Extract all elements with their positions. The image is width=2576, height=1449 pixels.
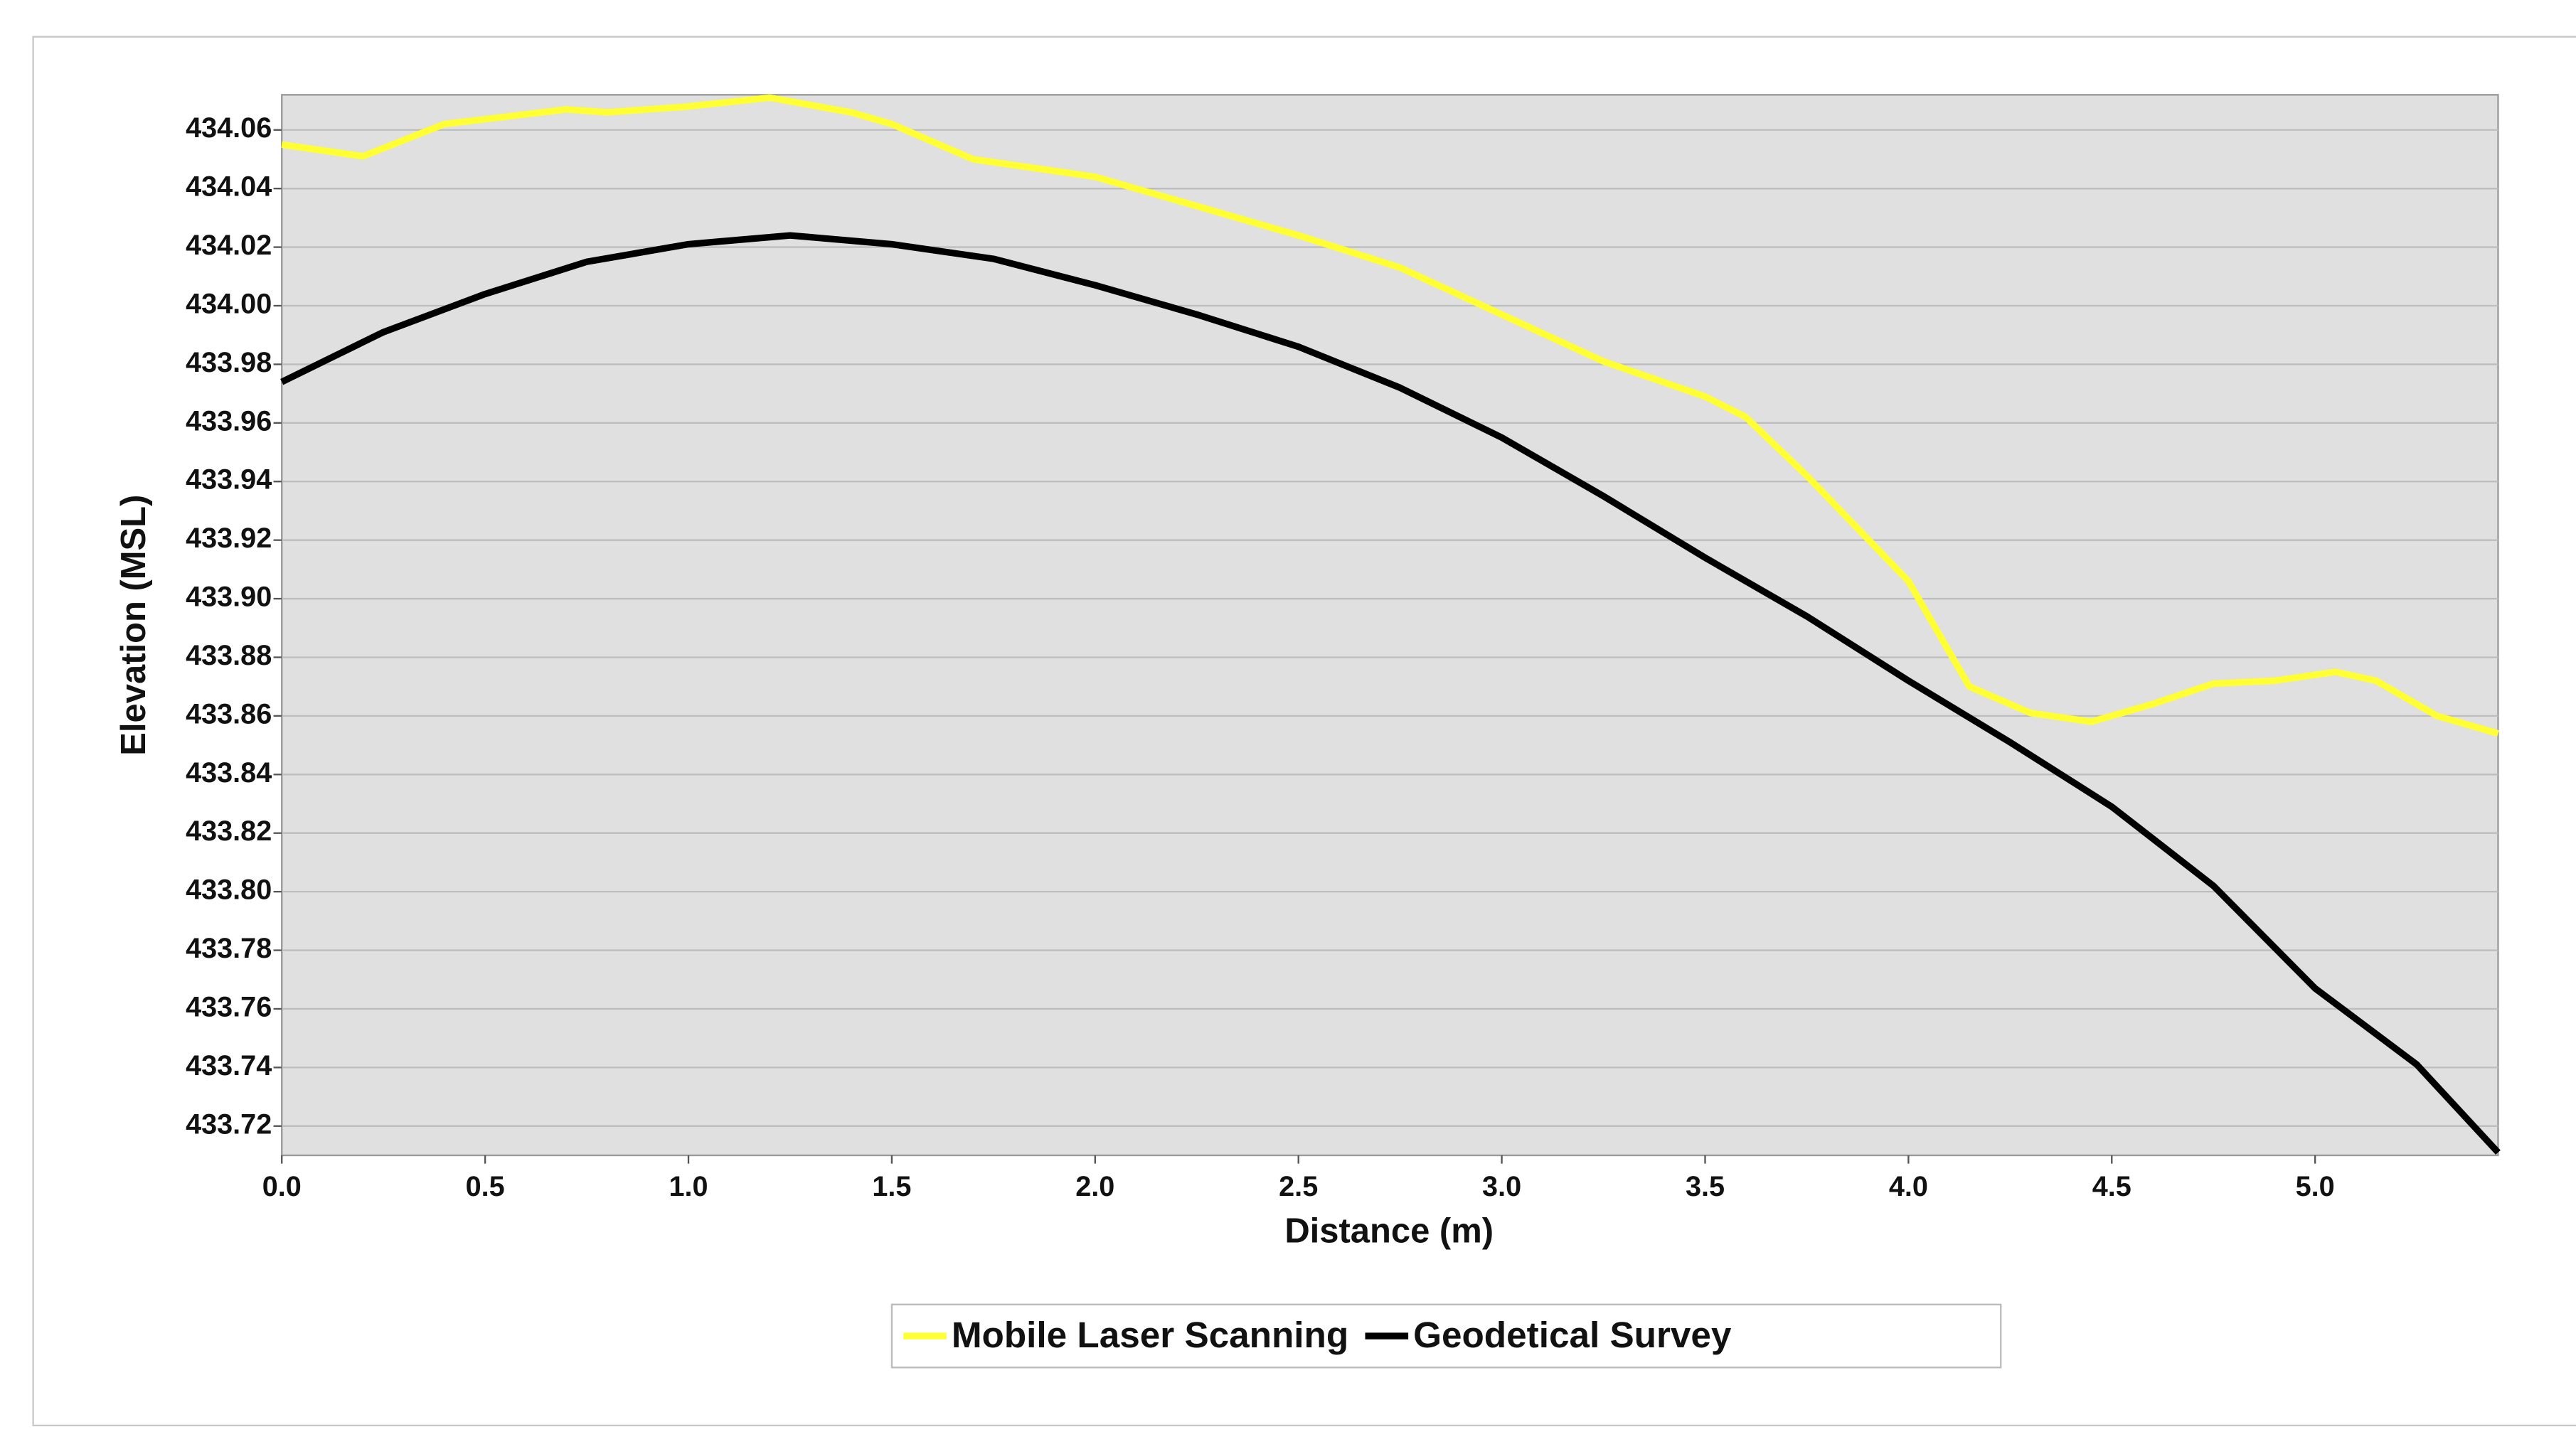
x-tick-label: 0.0 xyxy=(262,1171,302,1202)
x-tick-label: 2.0 xyxy=(1075,1171,1114,1202)
x-axis-label: Distance (m) xyxy=(1284,1212,1494,1250)
x-tick-label: 1.5 xyxy=(872,1171,911,1202)
y-tick-label: 434.06 xyxy=(186,112,272,144)
y-tick-label: 433.78 xyxy=(186,933,272,964)
x-tick-label: 0.5 xyxy=(466,1171,505,1202)
x-tick-label: 1.0 xyxy=(669,1171,708,1202)
legend-label: Mobile Laser Scanning xyxy=(952,1315,1348,1355)
y-tick-label: 433.84 xyxy=(186,757,272,788)
y-tick-label: 433.80 xyxy=(186,875,272,906)
y-tick-label: 433.92 xyxy=(186,523,272,554)
y-tick-label: 433.94 xyxy=(186,464,272,496)
y-tick-label: 433.98 xyxy=(186,347,272,378)
legend xyxy=(890,1303,2002,1369)
x-tick-label: 5.0 xyxy=(2296,1171,2335,1202)
x-tick-label: 3.0 xyxy=(1482,1171,1521,1202)
legend-label: Geodetical Survey xyxy=(1413,1315,1732,1355)
y-tick-label: 434.00 xyxy=(186,288,272,319)
x-tick-label: 4.0 xyxy=(1889,1171,1928,1202)
x-tick-label: 2.5 xyxy=(1279,1171,1318,1202)
x-tick-label: 4.5 xyxy=(2092,1171,2131,1202)
y-tick-label: 433.76 xyxy=(186,991,272,1022)
y-tick-label: 434.04 xyxy=(186,171,272,203)
y-tick-label: 433.90 xyxy=(186,582,272,613)
y-tick-label: 433.82 xyxy=(186,816,272,847)
y-tick-label: 433.74 xyxy=(186,1050,272,1081)
y-tick-label: 433.86 xyxy=(186,698,272,729)
data-line xyxy=(280,232,2501,1155)
y-axis-label: Elevation (MSL) xyxy=(115,495,153,756)
y-tick-label: 433.72 xyxy=(186,1108,272,1140)
y-tick-label: 433.96 xyxy=(186,405,272,437)
x-tick-label: 3.5 xyxy=(1686,1171,1725,1202)
y-tick-label: 433.88 xyxy=(186,640,272,671)
y-tick-label: 434.02 xyxy=(186,230,272,261)
data-line xyxy=(281,94,2499,737)
plot-area xyxy=(281,94,2499,1157)
